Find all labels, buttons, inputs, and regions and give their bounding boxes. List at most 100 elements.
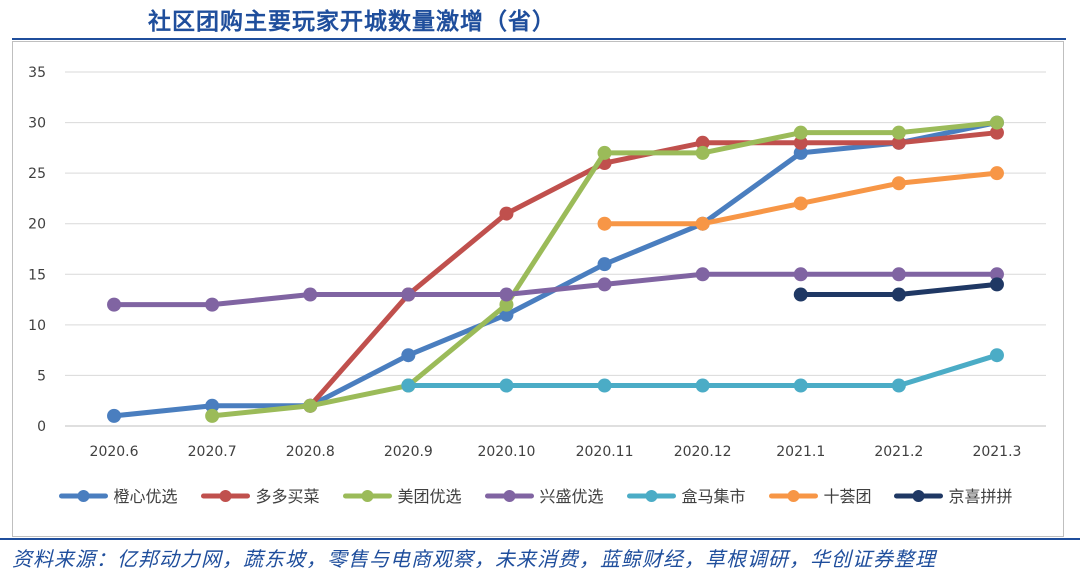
- series-line: [111, 271, 1000, 308]
- series-0: [107, 115, 1004, 423]
- legend-label: 多多买菜: [256, 487, 320, 506]
- data-point: [499, 287, 514, 302]
- data-point: [597, 145, 612, 160]
- data-point: [793, 145, 808, 160]
- data-point: [793, 287, 808, 302]
- data-point: [891, 176, 906, 191]
- x-tick-label: 2020.12: [674, 444, 732, 460]
- legend-label: 十荟团: [824, 487, 872, 506]
- legend-item: 京喜拼拼: [894, 487, 1013, 506]
- source-note: 资料来源：亿邦动力网，蔬东坡，零售与电商观察，未来消费，蓝鲸财经，草根调研，华创…: [12, 547, 936, 571]
- data-point: [205, 408, 220, 423]
- legend-marker: [219, 490, 232, 502]
- series-2: [205, 115, 1004, 423]
- data-point: [793, 125, 808, 140]
- data-point: [597, 378, 612, 393]
- data-point: [891, 135, 906, 150]
- data-point: [989, 348, 1004, 363]
- title-divider: [12, 38, 1066, 40]
- data-point: [989, 125, 1004, 140]
- x-tick-label: 2020.11: [576, 444, 634, 460]
- data-point: [303, 287, 318, 302]
- legend-item: 橙心优选: [59, 487, 178, 506]
- y-axis-ticks: 0 5 10 15 20 25 30 35: [28, 65, 46, 435]
- data-point: [891, 125, 906, 140]
- x-tick-label: 2021.2: [874, 444, 923, 460]
- x-tick-label: 2021.1: [776, 444, 825, 460]
- y-tick-label: 35: [28, 65, 46, 81]
- data-point: [891, 267, 906, 282]
- legend-item: 兴盛优选: [485, 487, 604, 506]
- legend-marker: [503, 490, 516, 502]
- data-point: [793, 135, 808, 150]
- x-tick-label: 2020.10: [477, 444, 535, 460]
- data-point: [499, 378, 514, 393]
- legend-label: 橙心优选: [114, 487, 178, 506]
- series-line: [111, 120, 1000, 419]
- x-tick-label: 2020.8: [286, 444, 335, 460]
- data-point: [597, 257, 612, 272]
- legend: 橙心优选 多多买菜 美团优选 兴盛优选 盒马集市 十荟团 京喜拼拼: [59, 487, 1013, 506]
- grid-lines: [65, 71, 1046, 427]
- data-point: [891, 287, 906, 302]
- data-point: [793, 378, 808, 393]
- y-tick-label: 25: [28, 166, 46, 182]
- data-point: [205, 297, 220, 312]
- y-tick-label: 5: [37, 368, 46, 384]
- data-point: [695, 378, 710, 393]
- series-6: [793, 277, 1004, 302]
- data-point: [401, 378, 416, 393]
- data-point: [107, 408, 122, 423]
- data-point: [695, 145, 710, 160]
- data-point: [597, 216, 612, 231]
- legend-marker: [787, 490, 800, 502]
- y-tick-label: 0: [37, 419, 46, 435]
- x-tick-label: 2020.6: [90, 444, 139, 460]
- data-point: [107, 297, 122, 312]
- legend-item: 十荟团: [769, 487, 872, 506]
- data-point: [695, 135, 710, 150]
- data-point: [989, 267, 1004, 282]
- series-line: [307, 130, 1000, 409]
- footer-divider: [0, 538, 1080, 540]
- x-axis-ticks: 2020.6 2020.7 2020.8 2020.9 2020.10 2020.11 20…: [90, 444, 1022, 460]
- y-tick-label: 30: [28, 116, 46, 132]
- legend-marker: [912, 490, 925, 502]
- series-4: [401, 348, 1004, 393]
- legend-marker: [361, 490, 374, 502]
- data-point: [989, 277, 1004, 292]
- legend-marker: [77, 490, 90, 502]
- data-point: [695, 216, 710, 231]
- x-tick-label: 2020.9: [384, 444, 433, 460]
- data-point: [499, 206, 514, 221]
- legend-item: 盒马集市: [627, 487, 746, 506]
- legend-label: 美团优选: [398, 487, 462, 506]
- series-3: [107, 267, 1004, 312]
- x-tick-label: 2020.7: [188, 444, 237, 460]
- data-point: [499, 297, 514, 312]
- y-tick-label: 20: [28, 217, 46, 233]
- data-point: [401, 287, 416, 302]
- data-point: [793, 196, 808, 211]
- data-point: [499, 307, 514, 322]
- data-point: [205, 398, 220, 413]
- legend-item: 美团优选: [343, 487, 462, 506]
- data-point: [597, 277, 612, 292]
- data-point: [891, 378, 906, 393]
- chart-frame: [12, 41, 1064, 537]
- y-tick-label: 10: [28, 318, 46, 334]
- x-tick-label: 2021.3: [972, 444, 1021, 460]
- legend-label: 京喜拼拼: [949, 487, 1013, 506]
- series-5: [597, 166, 1004, 231]
- legend-label: 兴盛优选: [540, 487, 604, 506]
- legend-label: 盒马集市: [682, 487, 746, 506]
- legend-marker: [645, 490, 658, 502]
- data-point: [401, 348, 416, 363]
- y-tick-label: 15: [28, 267, 46, 283]
- data-point: [695, 267, 710, 282]
- legend-item: 多多买菜: [201, 487, 320, 506]
- data-point: [989, 115, 1004, 130]
- data-point: [793, 267, 808, 282]
- data-point: [303, 398, 318, 413]
